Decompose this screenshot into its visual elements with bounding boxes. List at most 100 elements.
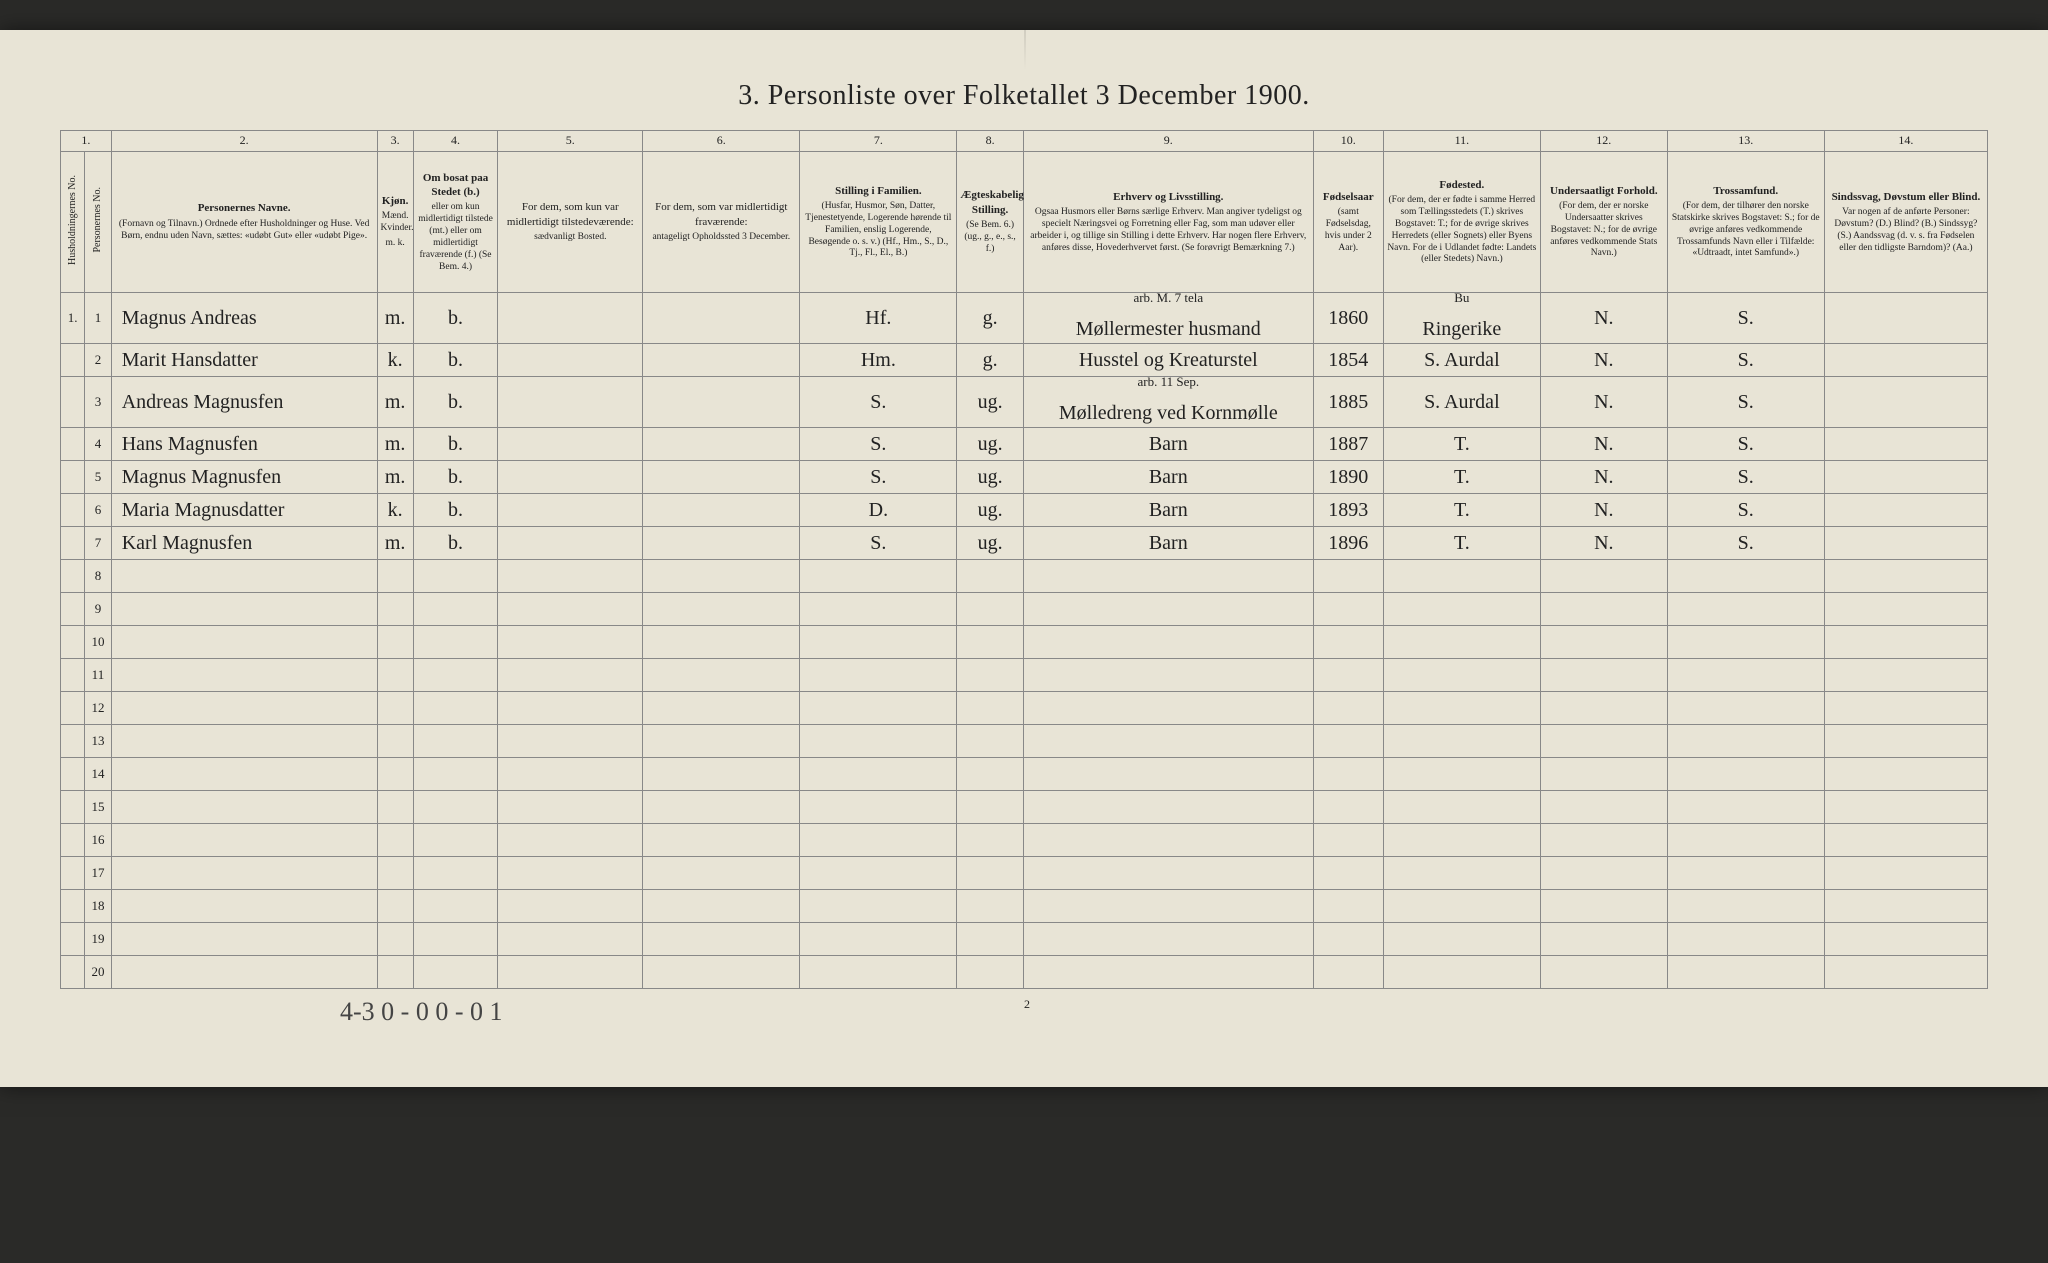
header-birthplace: Fødested. (For dem, der er fødte i samme…	[1383, 152, 1540, 293]
cell-household-no	[61, 692, 85, 725]
cell-whereabouts	[643, 377, 800, 428]
header-religion: Trossamfund. (For dem, der tilhører den …	[1667, 152, 1824, 293]
page-spine	[1024, 30, 1026, 70]
cell-name: Marit Hansdatter	[111, 344, 377, 377]
cell-name	[111, 890, 377, 923]
header-household-no: Husholdningernes No.	[61, 152, 85, 293]
cell-person-no: 6	[85, 494, 112, 527]
cell-family-position: Hm.	[800, 344, 957, 377]
cell-religion: S.	[1667, 344, 1824, 377]
cell-usual-residence	[498, 461, 643, 494]
cell-birthplace: S. Aurdal	[1383, 344, 1540, 377]
cell-person-no: 3	[85, 377, 112, 428]
cell-household-no	[61, 791, 85, 824]
cell-disability	[1824, 527, 1987, 560]
colnum-10: 10.	[1313, 131, 1383, 152]
cell-disability	[1824, 293, 1987, 344]
census-page: 3. Personliste over Folketallet 3 Decemb…	[0, 30, 2048, 1087]
cell-birthplace: T.	[1383, 428, 1540, 461]
cell-whereabouts	[643, 344, 800, 377]
colnum-4: 4.	[413, 131, 498, 152]
colnum-8: 8.	[957, 131, 1023, 152]
cell-nationality: N.	[1540, 377, 1667, 428]
colnum-13: 13.	[1667, 131, 1824, 152]
cell-name: Magnus Magnusfen	[111, 461, 377, 494]
cell-usual-residence	[498, 494, 643, 527]
cell-sex: k.	[377, 344, 413, 377]
cell-status: b.	[413, 428, 498, 461]
cell-family-position: S.	[800, 527, 957, 560]
cell-household-no	[61, 923, 85, 956]
cell-status: b.	[413, 461, 498, 494]
cell-household-no: 1.	[61, 293, 85, 344]
colnum-2: 2.	[111, 131, 377, 152]
census-table: 1. 2. 3. 4. 5. 6. 7. 8. 9. 10. 11. 12. 1…	[60, 130, 1988, 989]
table-row: 10	[61, 626, 1988, 659]
cell-name	[111, 923, 377, 956]
cell-name	[111, 824, 377, 857]
table-row: 6Maria Magnusdatterk.b.D.ug.Barn1893T.N.…	[61, 494, 1988, 527]
cell-family-position: Hf.	[800, 293, 957, 344]
cell-nationality: N.	[1540, 344, 1667, 377]
cell-name	[111, 791, 377, 824]
cell-birth-year: 1885	[1313, 377, 1383, 428]
cell-birth-year: 1890	[1313, 461, 1383, 494]
cell-person-no: 17	[85, 857, 112, 890]
cell-status: b.	[413, 377, 498, 428]
table-row: 17	[61, 857, 1988, 890]
cell-sex: m.	[377, 527, 413, 560]
cell-status: b.	[413, 527, 498, 560]
cell-person-no: 18	[85, 890, 112, 923]
cell-occupation: arb. M. 7 telaMøllermester husmand	[1023, 293, 1313, 344]
cell-household-no	[61, 593, 85, 626]
cell-household-no	[61, 857, 85, 890]
cell-usual-residence	[498, 344, 643, 377]
table-row: 9	[61, 593, 1988, 626]
header-birth-year: Fødselsaar (samt Fødselsdag, hvis under …	[1313, 152, 1383, 293]
cell-person-no: 15	[85, 791, 112, 824]
cell-birth-year: 1893	[1313, 494, 1383, 527]
cell-household-no	[61, 956, 85, 989]
cell-religion: S.	[1667, 461, 1824, 494]
cell-nationality: N.	[1540, 293, 1667, 344]
cell-person-no: 7	[85, 527, 112, 560]
cell-sex: k.	[377, 494, 413, 527]
cell-marital: ug.	[957, 527, 1023, 560]
cell-person-no: 8	[85, 560, 112, 593]
header-marital-status: Ægteskabelig Stilling. (Se Bem. 6.) (ug.…	[957, 152, 1023, 293]
cell-disability	[1824, 428, 1987, 461]
table-row: 15	[61, 791, 1988, 824]
cell-nationality: N.	[1540, 527, 1667, 560]
colnum-6: 6.	[643, 131, 800, 152]
cell-person-no: 1	[85, 293, 112, 344]
cell-marital: g.	[957, 344, 1023, 377]
header-names: Personernes Navne. (Fornavn og Tilnavn.)…	[111, 152, 377, 293]
cell-family-position: S.	[800, 461, 957, 494]
header-usual-residence: For dem, som kun var midlertidigt tilste…	[498, 152, 643, 293]
cell-occupation: Husstel og Kreaturstel	[1023, 344, 1313, 377]
cell-sex: m.	[377, 461, 413, 494]
cell-status: b.	[413, 293, 498, 344]
header-residence-status: Om bosat paa Stedet (b.) eller om kun mi…	[413, 152, 498, 293]
cell-household-no	[61, 659, 85, 692]
cell-nationality: N.	[1540, 461, 1667, 494]
cell-occupation: Barn	[1023, 494, 1313, 527]
cell-birth-year: 1860	[1313, 293, 1383, 344]
cell-birth-year: 1896	[1313, 527, 1383, 560]
cell-religion: S.	[1667, 494, 1824, 527]
cell-status: b.	[413, 344, 498, 377]
cell-household-no	[61, 428, 85, 461]
cell-name	[111, 758, 377, 791]
cell-religion: S.	[1667, 293, 1824, 344]
cell-whereabouts	[643, 293, 800, 344]
cell-occupation: Barn	[1023, 527, 1313, 560]
cell-occupation: Barn	[1023, 461, 1313, 494]
colnum-5: 5.	[498, 131, 643, 152]
cell-whereabouts	[643, 428, 800, 461]
cell-name: Karl Magnusfen	[111, 527, 377, 560]
cell-person-no: 5	[85, 461, 112, 494]
page-number: 2	[1024, 997, 1030, 1012]
table-row: 13	[61, 725, 1988, 758]
header-occupation: Erhverv og Livsstilling. Ogsaa Husmors e…	[1023, 152, 1313, 293]
colnum-11: 11.	[1383, 131, 1540, 152]
